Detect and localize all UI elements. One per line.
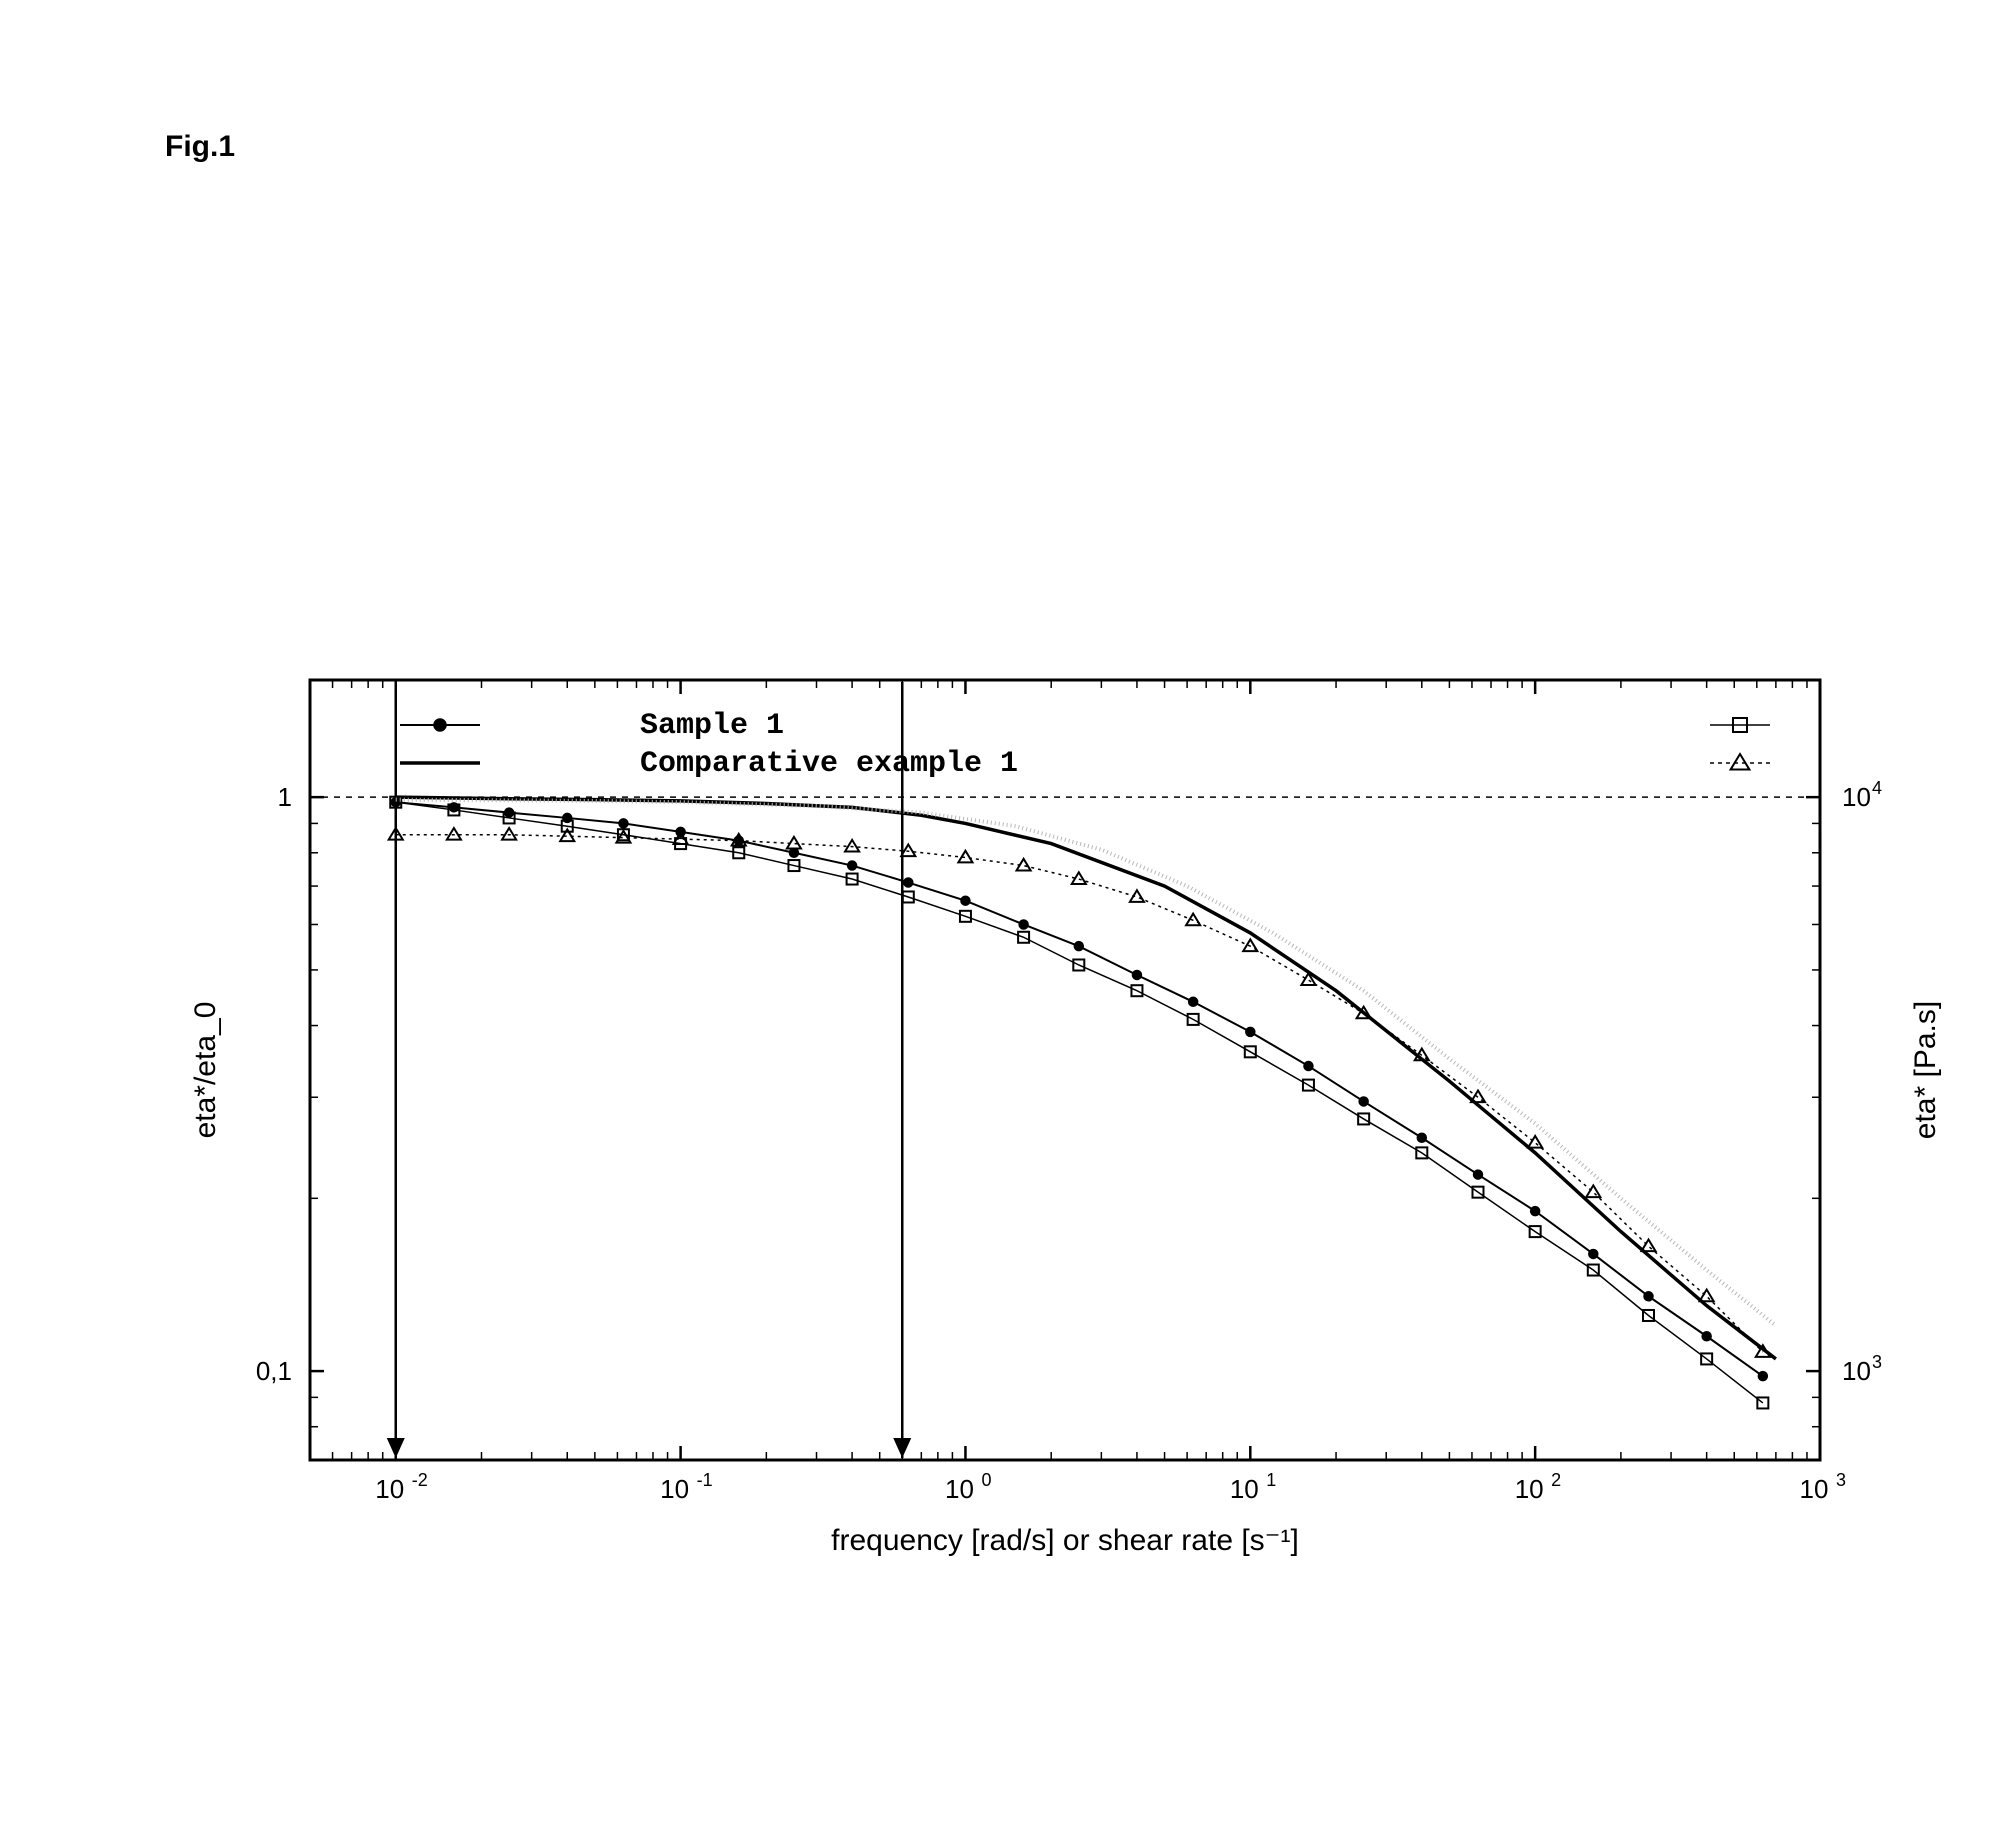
svg-text:eta*/eta_0: eta*/eta_0	[189, 1002, 222, 1139]
svg-text:10: 10	[1842, 1356, 1871, 1386]
svg-text:3: 3	[1836, 1470, 1846, 1490]
svg-text:10: 10	[945, 1474, 974, 1504]
svg-text:2: 2	[1551, 1470, 1561, 1490]
svg-text:10: 10	[660, 1474, 689, 1504]
figure-number-label: Fig.1	[165, 130, 235, 164]
svg-text:Comparative example 1: Comparative example 1	[640, 747, 1018, 781]
svg-text:eta* [Pa.s]: eta* [Pa.s]	[1909, 1001, 1942, 1139]
svg-text:3: 3	[1872, 1352, 1882, 1372]
svg-text:Sample 1: Sample 1	[640, 709, 784, 743]
svg-text:-2: -2	[412, 1470, 428, 1490]
svg-text:0,1: 0,1	[256, 1356, 292, 1386]
svg-text:10: 10	[1800, 1474, 1829, 1504]
svg-text:0: 0	[981, 1470, 991, 1490]
svg-text:1: 1	[278, 782, 292, 812]
svg-text:10: 10	[1515, 1474, 1544, 1504]
svg-text:frequency [rad/s] or shear rat: frequency [rad/s] or shear rate [s⁻¹]	[831, 1524, 1299, 1557]
page-root: Fig.1 10-210-11001011021030,11103104freq…	[0, 0, 2002, 1844]
svg-text:10: 10	[1842, 782, 1871, 812]
svg-text:10: 10	[1230, 1474, 1259, 1504]
svg-text:1: 1	[1266, 1470, 1276, 1490]
viscosity-chart: 10-210-11001011021030,11103104frequency …	[0, 0, 2002, 1844]
svg-text:10: 10	[375, 1474, 404, 1504]
svg-text:4: 4	[1872, 778, 1882, 798]
svg-text:-1: -1	[697, 1470, 713, 1490]
